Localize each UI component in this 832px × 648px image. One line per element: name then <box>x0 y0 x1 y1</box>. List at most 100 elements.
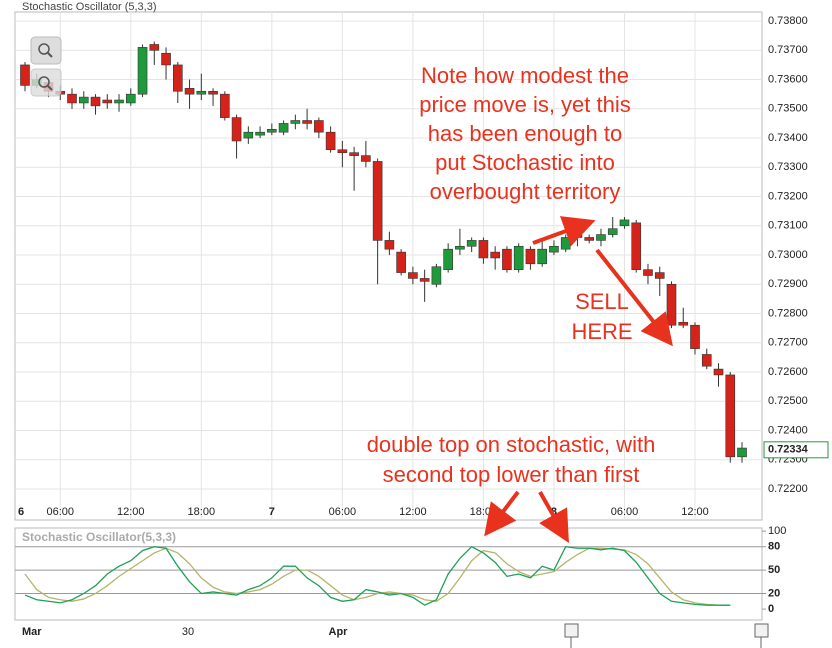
arrow <box>484 490 520 537</box>
candle-body <box>490 251 500 259</box>
candle-body <box>137 47 148 95</box>
arrow <box>538 491 569 543</box>
y-tick-label: 0.73600 <box>768 73 808 85</box>
navigator-label: Apr <box>329 626 349 638</box>
candle-body <box>149 44 160 51</box>
candle-body <box>560 237 571 250</box>
candle-body <box>713 368 724 376</box>
candle-body <box>161 52 171 66</box>
candle-body <box>196 90 207 95</box>
annotation: has been enough to <box>428 121 623 146</box>
candle-body <box>607 228 618 235</box>
annotation: put Stochastic into <box>435 150 615 175</box>
candle-body <box>619 219 630 227</box>
candle-body <box>572 234 583 238</box>
x-tick-label: 06:00 <box>329 506 357 518</box>
x-tick-label: 06:00 <box>46 506 74 518</box>
chart-title: Stochastic Oscillator (5,3,3) <box>22 1 157 13</box>
candle-body <box>349 152 359 156</box>
navigator-label: 30 <box>182 626 194 638</box>
navigator-handle[interactable] <box>754 623 769 638</box>
candle-body <box>290 120 301 124</box>
candle-body <box>466 240 477 247</box>
candle-body <box>654 272 665 279</box>
candle-body <box>431 266 442 285</box>
plot-layer: 0.73800 0.73700 0.73600 0.73500 0.73400 0.733… <box>15 12 829 638</box>
y-tick-label: 80 <box>768 541 780 553</box>
candle-body <box>737 447 747 458</box>
last-price-label: 0.72334 <box>768 444 809 456</box>
candle-body <box>302 120 312 124</box>
candle-body <box>419 278 430 282</box>
candle-body <box>361 155 371 162</box>
candle-body <box>208 90 218 95</box>
annotation: price move is, yet this <box>419 92 631 117</box>
y-tick-label: 0.72600 <box>768 366 808 378</box>
stochastic-panel <box>14 527 763 621</box>
candle-body <box>114 99 124 104</box>
candle-body <box>678 321 689 326</box>
stochastic-line <box>24 545 731 606</box>
candle-body <box>513 245 524 270</box>
y-tick-label: 0.73500 <box>768 103 808 115</box>
x-tick-label: 12:00 <box>399 506 427 518</box>
y-tick-label: 0.72900 <box>768 278 808 290</box>
annotation: HERE <box>571 319 632 344</box>
candle-body <box>549 245 559 253</box>
last-price-tag <box>763 441 829 459</box>
candle-body <box>173 64 183 92</box>
candle-body <box>725 374 736 458</box>
zoom-in-button[interactable] <box>30 36 62 65</box>
candle-body <box>408 272 418 279</box>
y-tick-label: 0.72500 <box>768 395 808 407</box>
candle-body <box>701 354 712 367</box>
y-tick-label: 0.72700 <box>768 337 808 349</box>
candle-body <box>78 96 89 104</box>
candle-body <box>90 96 101 107</box>
candle-body <box>184 88 195 95</box>
x-tick-label: 7 <box>269 506 275 518</box>
candle-body <box>67 93 77 104</box>
x-tick-label: 06:00 <box>611 506 639 518</box>
candle-body <box>267 128 277 133</box>
candle-body <box>478 240 489 259</box>
annotation: Note how modest the <box>421 63 629 88</box>
candle-body <box>325 131 336 151</box>
y-tick-label: 0.72200 <box>768 483 808 495</box>
y-tick-label: 0.73800 <box>768 15 808 27</box>
y-tick-label: 100 <box>768 525 786 537</box>
candle-body <box>384 240 395 250</box>
x-tick-label: 18:00 <box>188 506 216 518</box>
navigator-label: Mar <box>22 626 42 638</box>
y-tick-label: 20 <box>768 587 780 599</box>
candle-body <box>443 248 453 270</box>
y-tick-label: 0.73000 <box>768 249 808 261</box>
candle-body <box>584 237 595 241</box>
candle-body <box>631 222 642 270</box>
candle-body <box>596 234 606 241</box>
x-tick-label: 12:00 <box>681 506 709 518</box>
x-tick-label: 12:00 <box>117 506 145 518</box>
candle-body <box>337 149 348 153</box>
candle-body <box>666 283 677 326</box>
candle-body <box>231 117 242 142</box>
candle-body <box>643 269 653 276</box>
y-tick-label: 0.73700 <box>768 44 808 56</box>
navigator-handle[interactable] <box>564 623 579 638</box>
annotation: second top lower than first <box>383 462 640 487</box>
candle-body <box>125 93 136 104</box>
y-tick-label: 0.73400 <box>768 132 808 144</box>
candle-body <box>525 248 536 265</box>
candle-body <box>102 99 113 104</box>
zoom-out-button[interactable] <box>30 68 62 97</box>
candle-body <box>220 93 230 118</box>
candle-body <box>255 131 265 136</box>
y-tick-label: 0.73200 <box>768 190 808 202</box>
y-tick-label: 0.72800 <box>768 307 808 319</box>
annotation: double top on stochastic, with <box>367 432 656 457</box>
candle-body <box>372 161 383 241</box>
x-tick-label: 6 <box>18 506 24 518</box>
annotation: overbought territory <box>430 179 621 204</box>
annotation: SELL <box>575 289 629 314</box>
